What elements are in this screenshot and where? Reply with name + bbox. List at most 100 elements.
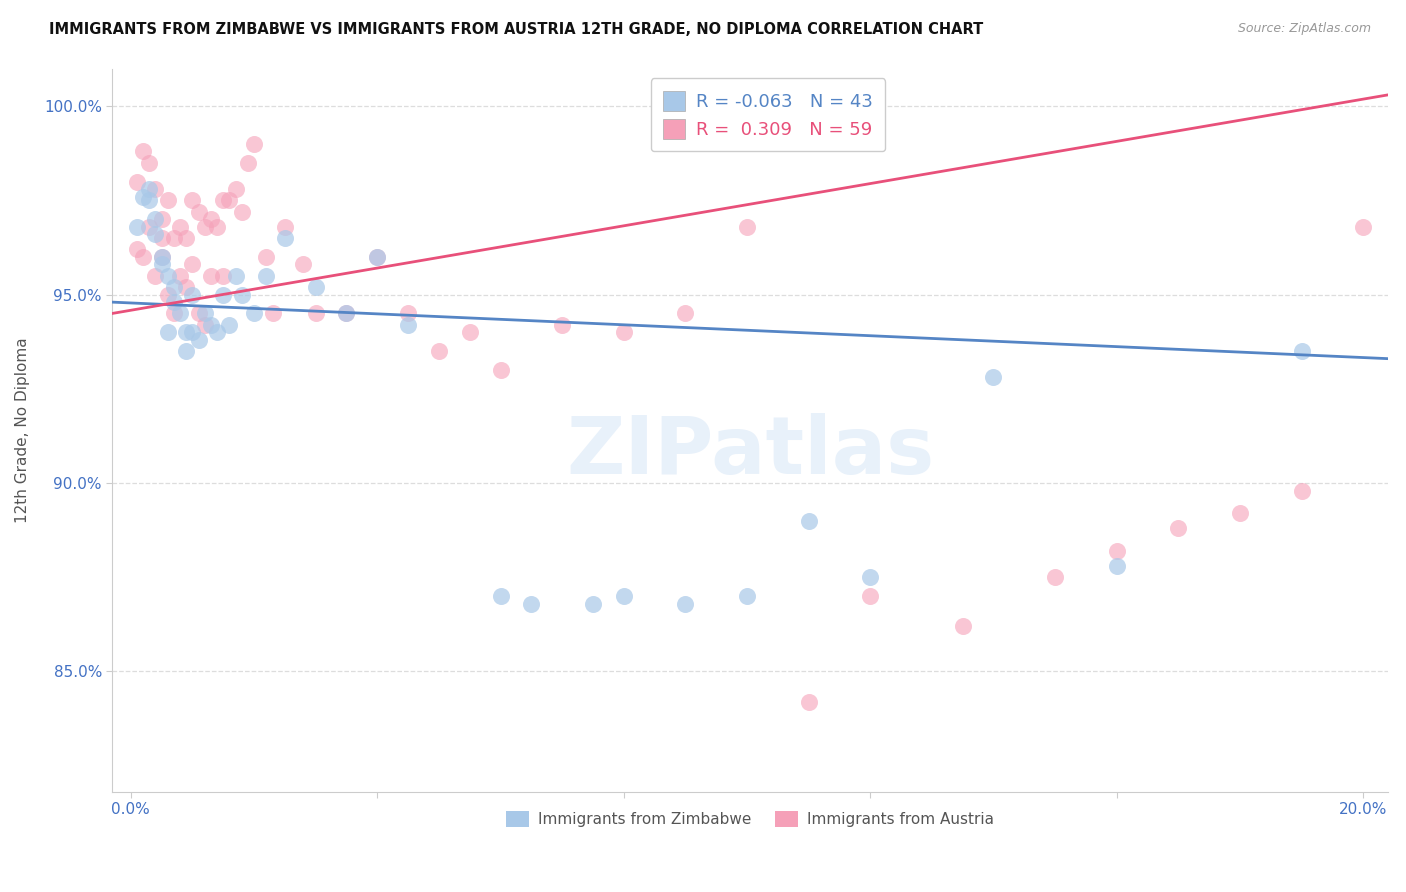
Point xyxy=(187,204,209,219)
Point xyxy=(150,257,173,271)
Point xyxy=(174,344,197,359)
Point xyxy=(613,589,636,603)
Point xyxy=(859,570,882,584)
Point xyxy=(145,212,167,227)
Point xyxy=(181,257,204,271)
Point xyxy=(274,231,297,245)
Y-axis label: 12th Grade, No Diploma: 12th Grade, No Diploma xyxy=(15,337,30,523)
Point xyxy=(952,619,974,633)
Point xyxy=(138,155,160,169)
Point xyxy=(181,194,204,208)
Point xyxy=(613,326,636,340)
Point xyxy=(458,326,481,340)
Point xyxy=(1291,483,1313,498)
Point xyxy=(150,231,173,245)
Point xyxy=(489,363,512,377)
Text: ZIPatlas: ZIPatlas xyxy=(567,413,934,491)
Point xyxy=(169,268,191,283)
Point xyxy=(1167,521,1189,535)
Point xyxy=(243,306,266,320)
Point xyxy=(132,189,155,203)
Point xyxy=(983,370,1005,384)
Text: IMMIGRANTS FROM ZIMBABWE VS IMMIGRANTS FROM AUSTRIA 12TH GRADE, NO DIPLOMA CORRE: IMMIGRANTS FROM ZIMBABWE VS IMMIGRANTS F… xyxy=(49,22,983,37)
Point xyxy=(163,231,186,245)
Point xyxy=(427,344,450,359)
Point xyxy=(194,306,217,320)
Point xyxy=(735,589,758,603)
Point xyxy=(396,318,419,332)
Point xyxy=(163,280,186,294)
Point xyxy=(145,268,167,283)
Point xyxy=(274,219,297,234)
Point xyxy=(243,136,266,151)
Point xyxy=(231,287,253,301)
Legend: Immigrants from Zimbabwe, Immigrants from Austria: Immigrants from Zimbabwe, Immigrants fro… xyxy=(499,804,1001,835)
Point xyxy=(673,597,696,611)
Point xyxy=(200,212,222,227)
Point xyxy=(138,194,160,208)
Point xyxy=(205,326,228,340)
Point xyxy=(582,597,605,611)
Point xyxy=(150,250,173,264)
Point xyxy=(125,175,148,189)
Point xyxy=(797,694,820,708)
Point xyxy=(200,268,222,283)
Point xyxy=(150,250,173,264)
Point xyxy=(169,306,191,320)
Point xyxy=(305,280,328,294)
Point xyxy=(1291,344,1313,359)
Point xyxy=(366,250,388,264)
Point xyxy=(212,194,235,208)
Point xyxy=(859,589,882,603)
Point xyxy=(145,182,167,196)
Point xyxy=(673,306,696,320)
Point xyxy=(1229,506,1251,520)
Point xyxy=(200,318,222,332)
Point xyxy=(150,212,173,227)
Point xyxy=(1105,544,1128,558)
Point xyxy=(138,182,160,196)
Point xyxy=(1043,570,1066,584)
Point xyxy=(396,306,419,320)
Point xyxy=(218,318,240,332)
Point xyxy=(366,250,388,264)
Point xyxy=(335,306,357,320)
Point xyxy=(551,318,574,332)
Point xyxy=(231,204,253,219)
Point xyxy=(489,589,512,603)
Point xyxy=(181,287,204,301)
Point xyxy=(225,182,247,196)
Point xyxy=(163,295,186,310)
Point xyxy=(174,231,197,245)
Point xyxy=(125,243,148,257)
Point xyxy=(735,219,758,234)
Point xyxy=(1353,219,1375,234)
Point xyxy=(520,597,543,611)
Point xyxy=(174,280,197,294)
Point xyxy=(292,257,315,271)
Point xyxy=(194,219,217,234)
Point xyxy=(187,333,209,347)
Point xyxy=(132,145,155,159)
Point xyxy=(236,155,259,169)
Point xyxy=(194,318,217,332)
Point xyxy=(163,306,186,320)
Point xyxy=(305,306,328,320)
Point xyxy=(156,326,179,340)
Point xyxy=(145,227,167,242)
Point xyxy=(1105,558,1128,573)
Point xyxy=(254,268,277,283)
Point xyxy=(132,250,155,264)
Point xyxy=(205,219,228,234)
Point xyxy=(169,219,191,234)
Point xyxy=(138,219,160,234)
Point xyxy=(225,268,247,283)
Point xyxy=(174,326,197,340)
Point xyxy=(335,306,357,320)
Point xyxy=(254,250,277,264)
Point xyxy=(797,514,820,528)
Point xyxy=(125,219,148,234)
Point xyxy=(181,326,204,340)
Point xyxy=(212,287,235,301)
Point xyxy=(218,194,240,208)
